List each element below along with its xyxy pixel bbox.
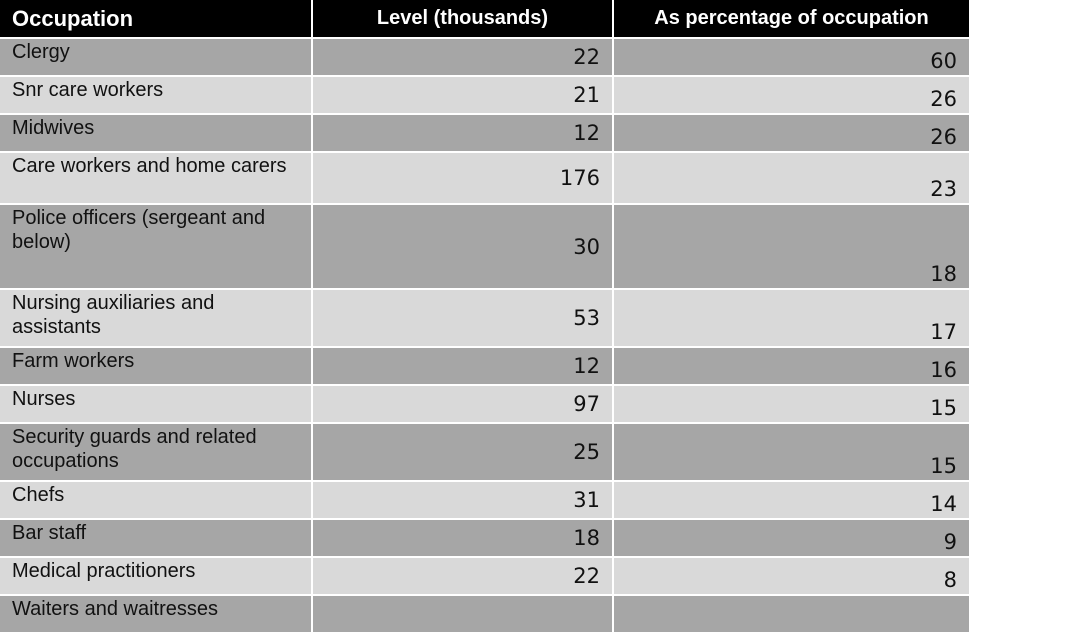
table-row: Care workers and home carers 176 23 bbox=[0, 151, 969, 204]
cell-percentage: 9 bbox=[613, 518, 969, 557]
cell-percentage: 8 bbox=[613, 556, 969, 595]
cell-occupation: Police officers (sergeant and below) bbox=[0, 203, 313, 289]
cell-level: 22 bbox=[312, 37, 614, 76]
table-row: Nursing auxiliaries and assistants 53 17 bbox=[0, 288, 969, 347]
cell-percentage: 17 bbox=[613, 288, 969, 347]
cell-occupation: Nurses bbox=[0, 384, 313, 423]
table-row: Bar staff 18 9 bbox=[0, 518, 969, 557]
cell-percentage: 15 bbox=[613, 384, 969, 423]
cell-occupation: Care workers and home carers bbox=[0, 151, 313, 204]
cell-percentage: 23 bbox=[613, 151, 969, 204]
cell-level: 18 bbox=[312, 518, 614, 557]
table-row: Waiters and waitresses bbox=[0, 594, 969, 632]
cell-level: 30 bbox=[312, 203, 614, 289]
table-row: Snr care workers 21 26 bbox=[0, 75, 969, 114]
cell-level: 176 bbox=[312, 151, 614, 204]
cell-level: 25 bbox=[312, 422, 614, 481]
table-row: Nurses 97 15 bbox=[0, 384, 969, 423]
cell-level: 12 bbox=[312, 346, 614, 385]
cell-level: 97 bbox=[312, 384, 614, 423]
cell-percentage: 60 bbox=[613, 37, 969, 76]
cell-occupation: Clergy bbox=[0, 37, 313, 76]
cell-percentage: 26 bbox=[613, 113, 969, 152]
occupation-table: Occupation Level (thousands) As percenta… bbox=[0, 0, 969, 632]
table-row: Medical practitioners 22 8 bbox=[0, 556, 969, 595]
cell-occupation: Farm workers bbox=[0, 346, 313, 385]
table-row: Chefs 31 14 bbox=[0, 480, 969, 519]
table-row: Midwives 12 26 bbox=[0, 113, 969, 152]
table-row: Farm workers 12 16 bbox=[0, 346, 969, 385]
cell-percentage: 14 bbox=[613, 480, 969, 519]
cell-occupation: Midwives bbox=[0, 113, 313, 152]
table-row: Police officers (sergeant and below) 30 … bbox=[0, 203, 969, 289]
cell-percentage: 16 bbox=[613, 346, 969, 385]
column-header-percentage: As percentage of occupation bbox=[613, 0, 969, 38]
table-header-row: Occupation Level (thousands) As percenta… bbox=[0, 0, 969, 38]
cell-occupation: Medical practitioners bbox=[0, 556, 313, 595]
cell-percentage: 18 bbox=[613, 203, 969, 289]
cell-percentage: 26 bbox=[613, 75, 969, 114]
cell-level: 31 bbox=[312, 480, 614, 519]
cell-level: 12 bbox=[312, 113, 614, 152]
cell-occupation: Chefs bbox=[0, 480, 313, 519]
column-header-level: Level (thousands) bbox=[312, 0, 614, 38]
cell-occupation: Waiters and waitresses bbox=[0, 594, 313, 632]
cell-occupation: Bar staff bbox=[0, 518, 313, 557]
cell-level: 21 bbox=[312, 75, 614, 114]
cell-level: 53 bbox=[312, 288, 614, 347]
table-row: Clergy 22 60 bbox=[0, 37, 969, 76]
cell-occupation: Nursing auxiliaries and assistants bbox=[0, 288, 313, 347]
table-row: Security guards and related occupations … bbox=[0, 422, 969, 481]
cell-occupation: Security guards and related occupations bbox=[0, 422, 313, 481]
column-header-occupation: Occupation bbox=[0, 0, 313, 38]
cell-occupation: Snr care workers bbox=[0, 75, 313, 114]
cell-level bbox=[312, 594, 614, 632]
cell-level: 22 bbox=[312, 556, 614, 595]
cell-percentage bbox=[613, 594, 969, 632]
cell-percentage: 15 bbox=[613, 422, 969, 481]
